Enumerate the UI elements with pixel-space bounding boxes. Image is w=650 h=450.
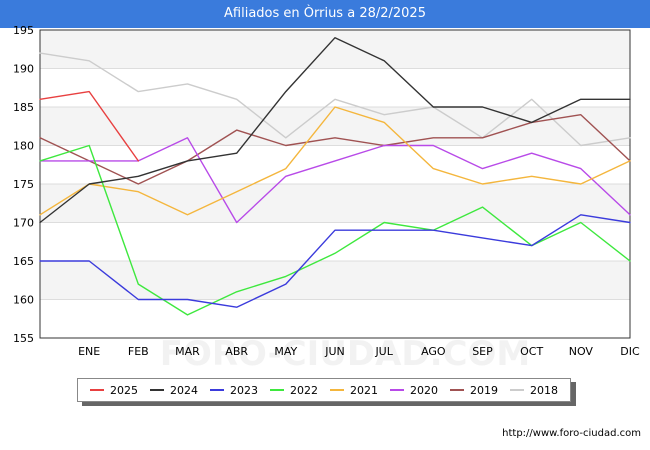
legend-item-2024: 2024 [150, 384, 198, 397]
legend-label: 2020 [410, 383, 438, 397]
legend-label: 2022 [290, 383, 318, 397]
legend-swatch [270, 389, 284, 391]
plot-frame [39, 29, 631, 339]
legend-label: 2023 [230, 383, 258, 397]
legend-label: 2021 [350, 383, 378, 397]
y-tick-label: 195 [13, 24, 34, 37]
legend-swatch [330, 389, 344, 391]
grid-band [40, 261, 630, 300]
y-tick-label: 165 [13, 255, 34, 268]
x-tick-label: DIC [620, 345, 640, 358]
legend-item-2022: 2022 [270, 384, 318, 397]
legend-swatch [150, 389, 164, 391]
x-tick-label: FEB [128, 345, 149, 358]
legend-item-2025: 2025 [90, 384, 138, 397]
x-tick-label: JUL [374, 345, 393, 358]
x-tick-label: OCT [520, 345, 543, 358]
grid-band [40, 184, 630, 223]
series-line-2023 [39, 214, 631, 308]
legend-label: 2025 [110, 383, 138, 397]
x-tick-label: NOV [569, 345, 594, 358]
x-tick-label: JUN [324, 345, 345, 358]
y-tick-label: 185 [13, 101, 34, 114]
y-tick-label: 155 [13, 332, 34, 345]
legend-swatch [510, 389, 524, 391]
x-tick-label: ENE [78, 345, 100, 358]
legend-label: 2018 [530, 383, 558, 397]
legend-swatch [90, 389, 104, 391]
x-tick-label: AGO [421, 345, 446, 358]
legend-swatch [450, 389, 464, 391]
source-url[interactable]: http://www.foro-ciudad.com [502, 428, 641, 439]
watermark: FORO-CIUDAD.COM [160, 334, 531, 374]
legend-item-2021: 2021 [330, 384, 378, 397]
y-tick-label: 180 [13, 140, 34, 153]
series-line-2025 [39, 90, 139, 162]
legend-label: 2019 [470, 383, 498, 397]
y-tick-label: 170 [13, 217, 34, 230]
legend: 2025 2024 2023 2022 2021 2020 2019 2018 [77, 378, 571, 402]
legend-label: 2024 [170, 383, 198, 397]
series-line-2024 [39, 37, 631, 224]
y-tick-label: 190 [13, 63, 34, 76]
grid-band [40, 30, 630, 69]
y-tick-label: 175 [13, 178, 34, 191]
x-tick-label: MAR [175, 345, 200, 358]
legend-item-2018: 2018 [510, 384, 558, 397]
series-line-2018 [39, 52, 631, 147]
legend-swatch [390, 389, 404, 391]
x-tick-label: SEP [472, 345, 493, 358]
legend-item-2023: 2023 [210, 384, 258, 397]
x-tick-label: MAY [274, 345, 297, 358]
series-line-2021 [39, 106, 631, 216]
legend-swatch [210, 389, 224, 391]
chart-title: Afiliados en Òrrius a 28/2/2025 [0, 0, 650, 28]
grid-band [40, 107, 630, 146]
legend-item-2019: 2019 [450, 384, 498, 397]
y-tick-label: 160 [13, 294, 34, 307]
x-tick-label: ABR [225, 345, 248, 358]
legend-item-2020: 2020 [390, 384, 438, 397]
